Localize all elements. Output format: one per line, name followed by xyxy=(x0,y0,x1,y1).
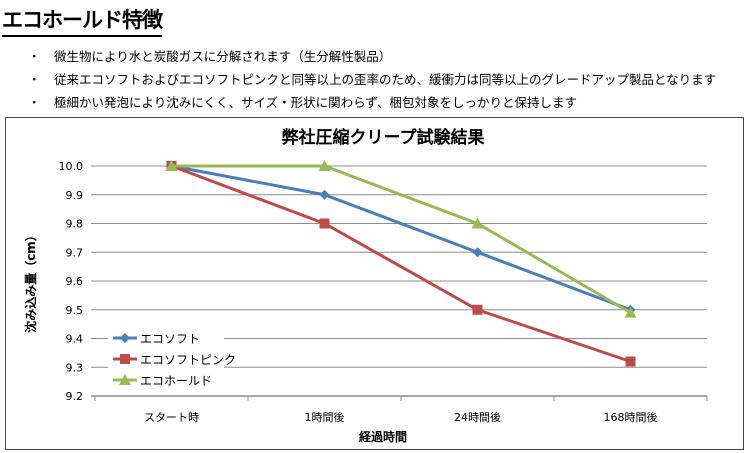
y-axis-label: 沈み込み量（cm） xyxy=(23,229,38,333)
data-point-2 xyxy=(472,304,483,315)
legend-marker xyxy=(120,333,130,343)
legend-marker xyxy=(120,354,130,364)
legend-label: エコソフト xyxy=(140,332,200,346)
page-heading: エコホールド特徴 xyxy=(2,4,163,37)
data-point-1 xyxy=(472,247,483,258)
y-tick-label: 9.9 xyxy=(66,189,84,202)
bullet-item: ・極細かい発泡により沈みにくく、サイズ・形状に関わらず、梱包対象をしっかりと保持… xyxy=(28,92,577,111)
bullet-text: 従来エコソフトおよびエコソフトピンクと同等以上の歪率のため、緩衝力は同等以上のグ… xyxy=(54,72,717,87)
data-point-3 xyxy=(318,160,331,171)
bullet-marker: ・ xyxy=(28,95,41,110)
y-tick-label: 9.6 xyxy=(66,275,84,288)
data-point-2 xyxy=(625,356,636,367)
legend-label: エコソフトピンク xyxy=(140,353,236,367)
x-tick-label: スタート時 xyxy=(144,411,199,424)
legend-marker xyxy=(119,374,131,385)
y-tick-label: 9.7 xyxy=(66,246,84,259)
y-tick-label: 9.3 xyxy=(66,361,84,374)
bullet-marker: ・ xyxy=(28,49,41,64)
y-tick-label: 9.8 xyxy=(66,218,84,231)
bullet-text: 極細かい発泡により沈みにくく、サイズ・形状に関わらず、梱包対象をしっかりと保持し… xyxy=(54,95,578,110)
x-tick-label: 168時間後 xyxy=(604,410,658,424)
legend-label: エコホールド xyxy=(140,374,212,388)
bullet-marker: ・ xyxy=(28,72,41,87)
chart-title: 弊社圧縮クリープ試験結果 xyxy=(282,127,485,148)
data-point-2 xyxy=(319,218,330,229)
series-line-2 xyxy=(170,164,631,363)
bullet-item: ・微生物により水と炭酸ガスに分解されます（生分解性製品） xyxy=(28,46,391,65)
series-line-1 xyxy=(171,164,632,312)
chart-frame xyxy=(5,117,744,450)
y-tick-label: 10.0 xyxy=(59,160,84,173)
data-point-3 xyxy=(624,306,637,318)
data-point-3 xyxy=(165,160,178,171)
bullet-item: ・従来エコソフトおよびエコソフトピンクと同等以上の歪率のため、緩衝力は同等以上の… xyxy=(28,69,716,88)
y-tick-label: 9.4 xyxy=(66,333,84,346)
data-point-1 xyxy=(319,189,330,200)
data-point-3 xyxy=(471,217,484,229)
series-line-3 xyxy=(171,164,632,314)
bullet-text: 微生物により水と炭酸ガスに分解されます（生分解性製品） xyxy=(54,49,392,64)
y-tick-label: 9.5 xyxy=(66,304,84,317)
y-tick-label: 9.2 xyxy=(66,390,84,403)
x-axis-label: 経過時間 xyxy=(359,429,407,444)
x-tick-label: 1時間後 xyxy=(305,410,345,424)
x-tick-label: 24時間後 xyxy=(454,410,501,424)
